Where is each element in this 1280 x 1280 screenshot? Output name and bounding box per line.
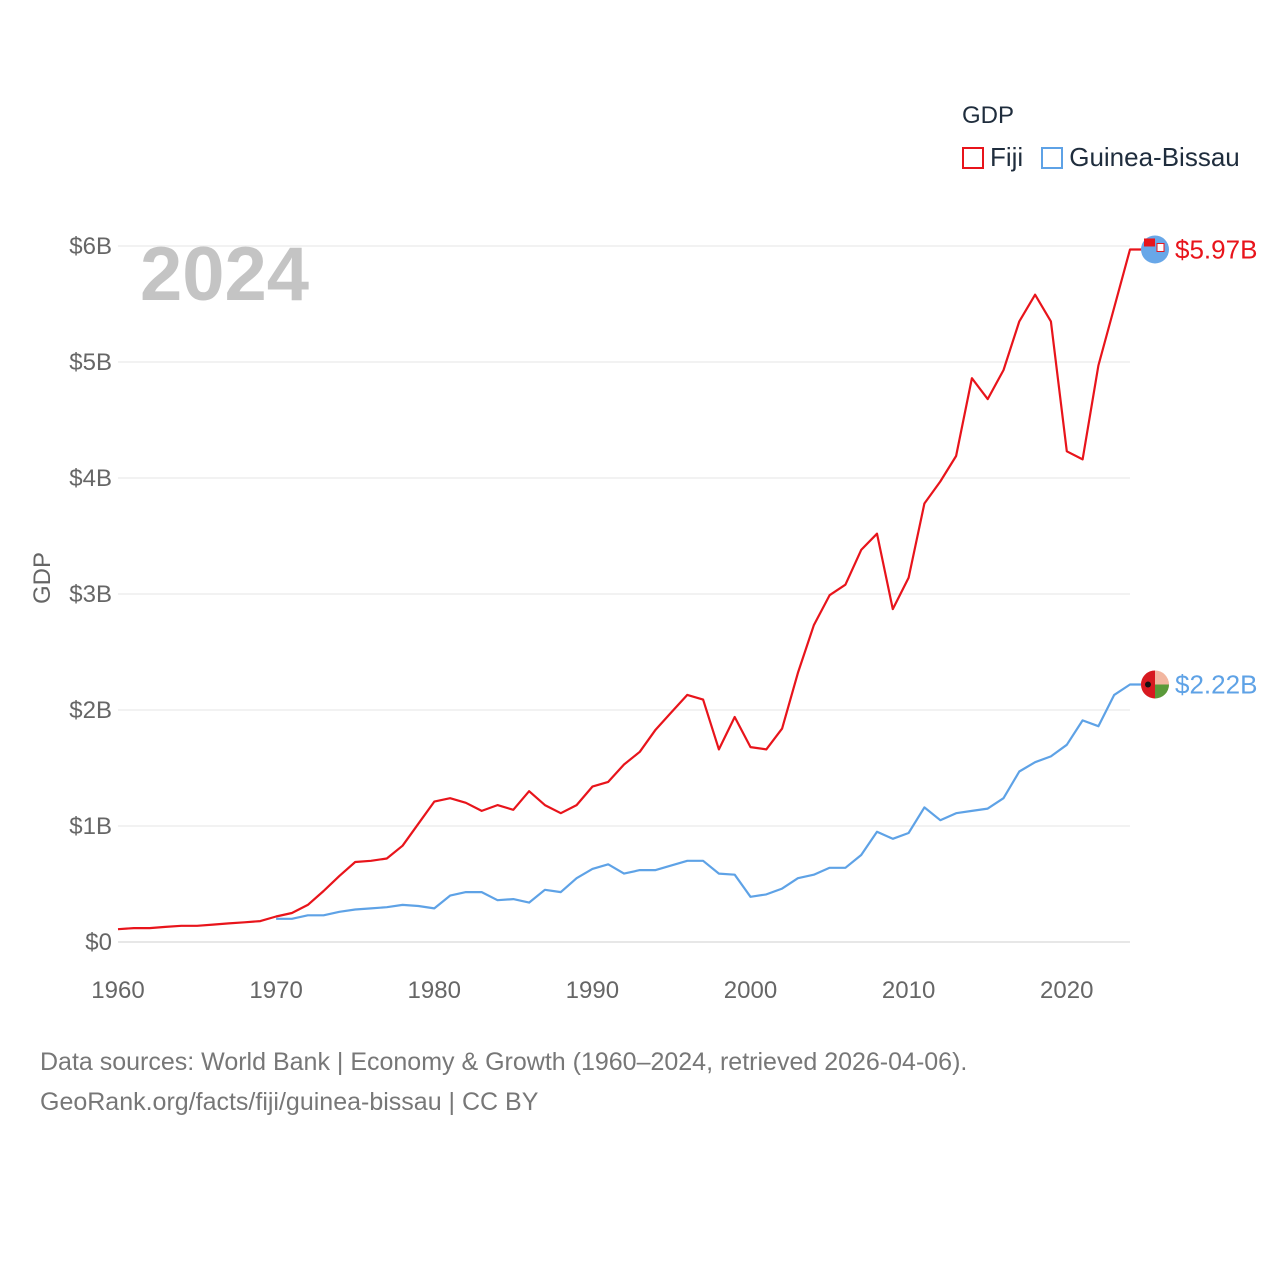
series-line-guinea-bissau[interactable] — [276, 683, 1144, 920]
x-tick-label: 1980 — [408, 977, 461, 1004]
y-tick-label: $0 — [85, 929, 112, 956]
year-watermark: 2024 — [140, 232, 309, 317]
y-axis-title: GDP — [29, 552, 56, 604]
legend-label-guinea-bissau: Guinea-Bissau — [1069, 142, 1240, 172]
flag-marker-guinea-bissau — [1141, 670, 1169, 699]
legend: Fiji Guinea-Bissau — [962, 142, 1258, 173]
y-tick-label: $2B — [69, 697, 112, 724]
legend-swatch-guinea-bissau — [1041, 146, 1064, 169]
x-tick-label: 2000 — [724, 977, 777, 1004]
source-url-text[interactable]: GeoRank.org/facts/fiji/guinea-bissau | C… — [40, 1088, 539, 1116]
end-value-label-fiji: $5.97B — [1175, 234, 1257, 264]
x-tick-label: 2020 — [1040, 977, 1093, 1004]
x-tick-label: 1970 — [249, 977, 302, 1004]
x-tick-label: 2010 — [882, 977, 935, 1004]
x-tick-label: 1990 — [566, 977, 619, 1004]
y-tick-label: $4B — [69, 465, 112, 492]
data-sources-text: Data sources: World Bank | Economy & Gro… — [40, 1048, 968, 1076]
y-tick-label: $5B — [69, 349, 112, 376]
legend-swatch-fiji — [962, 146, 984, 169]
end-value-label-guinea-bissau: $2.22B — [1175, 669, 1257, 699]
footer: Data sources: World Bank | Economy & Gro… — [40, 1042, 967, 1122]
legend-item-fiji[interactable]: Fiji — [962, 142, 1023, 173]
flag-marker-fiji — [1141, 235, 1169, 264]
y-tick-label: $6B — [69, 233, 112, 260]
series-line-fiji[interactable] — [117, 248, 1144, 931]
y-tick-label: $1B — [69, 813, 112, 840]
legend-title: GDP — [962, 102, 1015, 129]
y-tick-label: $3B — [69, 581, 112, 608]
legend-item-guinea-bissau[interactable]: Guinea-Bissau — [1041, 142, 1240, 173]
legend-label-fiji: Fiji — [990, 142, 1024, 172]
x-tick-label: 1960 — [91, 977, 144, 1004]
